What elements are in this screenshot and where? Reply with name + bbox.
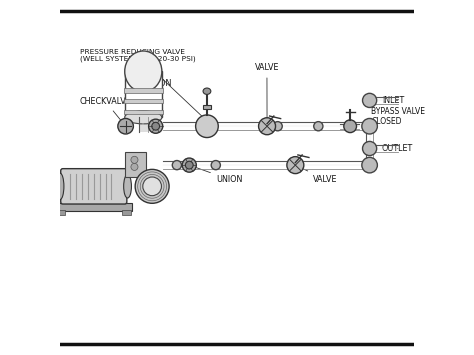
Bar xyxy=(122,210,131,215)
Circle shape xyxy=(363,93,377,108)
Bar xyxy=(163,161,370,169)
Circle shape xyxy=(118,119,133,134)
Circle shape xyxy=(152,122,160,130)
Circle shape xyxy=(172,160,182,170)
Bar xyxy=(203,105,211,109)
Text: CHECKVALVE: CHECKVALVE xyxy=(80,97,131,124)
Circle shape xyxy=(185,161,193,169)
Circle shape xyxy=(131,156,138,163)
Bar xyxy=(163,122,370,130)
Ellipse shape xyxy=(56,173,64,200)
Bar xyxy=(370,97,398,104)
Bar xyxy=(370,145,398,152)
Text: OUTLET: OUTLET xyxy=(382,144,413,153)
Circle shape xyxy=(273,122,282,131)
Circle shape xyxy=(362,157,377,173)
Circle shape xyxy=(344,120,356,132)
Circle shape xyxy=(143,177,162,196)
Text: BYPASS VALVE
CLOSED: BYPASS VALVE CLOSED xyxy=(366,107,425,126)
Circle shape xyxy=(259,118,275,135)
Bar xyxy=(125,71,162,118)
Circle shape xyxy=(363,141,377,155)
Text: VALVE: VALVE xyxy=(298,166,337,184)
Bar xyxy=(124,99,163,103)
Bar xyxy=(366,126,374,165)
Circle shape xyxy=(131,163,138,170)
Bar xyxy=(124,110,163,114)
Circle shape xyxy=(135,169,169,203)
Circle shape xyxy=(362,119,377,134)
Text: UNION: UNION xyxy=(192,166,242,184)
Circle shape xyxy=(314,122,323,131)
Text: VALVE: VALVE xyxy=(255,64,279,124)
Ellipse shape xyxy=(125,111,162,124)
Circle shape xyxy=(211,160,220,170)
Circle shape xyxy=(148,119,163,133)
Bar xyxy=(339,124,359,129)
Bar xyxy=(57,210,65,215)
Bar xyxy=(56,203,132,211)
Circle shape xyxy=(182,158,196,172)
FancyBboxPatch shape xyxy=(61,169,127,204)
Text: UNION: UNION xyxy=(145,79,172,124)
Ellipse shape xyxy=(203,88,211,94)
Circle shape xyxy=(287,157,304,174)
Ellipse shape xyxy=(125,51,162,92)
Text: INLET: INLET xyxy=(382,96,404,105)
Ellipse shape xyxy=(124,175,131,198)
Bar xyxy=(124,88,163,93)
Text: PRESSURE REDUCING VALVE
(WELL SYSTEMS SET 20-30 PSI): PRESSURE REDUCING VALVE (WELL SYSTEMS SE… xyxy=(80,49,205,119)
Circle shape xyxy=(196,115,218,137)
FancyBboxPatch shape xyxy=(125,152,146,177)
Bar xyxy=(139,118,148,132)
